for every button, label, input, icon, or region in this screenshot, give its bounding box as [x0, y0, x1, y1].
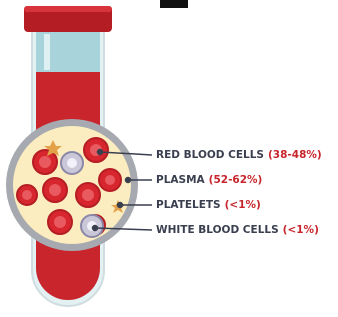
component-name: PLATELETS — [156, 199, 221, 211]
cropped-title — [160, 0, 188, 8]
component-name: PLASMA — [156, 174, 206, 186]
component-label: WHITE BLOOD CELLS (<1%) — [156, 224, 319, 236]
component-range: (<1%) — [225, 199, 261, 211]
page: RED BLOOD CELLS(38-48%)PLASMA(52-62%)PLA… — [0, 0, 338, 317]
component-name: RED BLOOD CELLS — [156, 149, 264, 161]
component-label: PLATELETS (<1%) — [156, 199, 261, 211]
component-range: (<1%) — [283, 224, 319, 236]
component-range: (52-62%) — [209, 174, 263, 186]
magnified-view — [6, 119, 138, 251]
component-label: RED BLOOD CELLS (38-48%) — [156, 149, 322, 161]
component-range: (38-48%) — [268, 149, 322, 161]
component-label: PLASMA(52-62%) — [156, 174, 262, 186]
diagram: RED BLOOD CELLS(38-48%)PLASMA(52-62%)PLA… — [0, 0, 338, 317]
component-name: WHITE BLOOD CELLS — [156, 224, 279, 236]
